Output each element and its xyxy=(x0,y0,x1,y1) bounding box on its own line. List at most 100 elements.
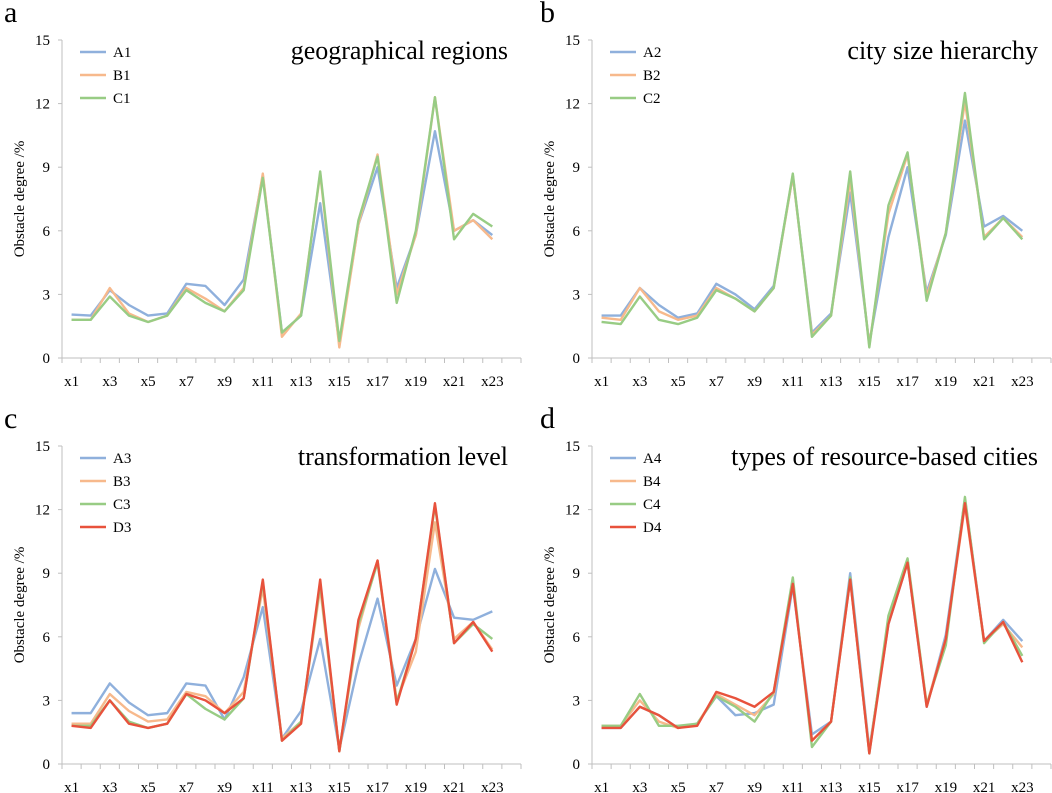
y-tick-label: 3 xyxy=(573,693,581,709)
x-tick-label: x13 xyxy=(820,374,843,390)
x-tick-label: x1 xyxy=(594,374,609,390)
y-tick-label: 0 xyxy=(573,351,581,367)
x-tick-label: x19 xyxy=(935,374,958,390)
legend-label: A3 xyxy=(113,451,131,467)
y-tick-label: 9 xyxy=(43,160,51,176)
x-tick-label: x11 xyxy=(252,374,274,390)
x-tick-label: x15 xyxy=(858,780,881,793)
y-tick-label: 3 xyxy=(43,287,51,303)
y-tick-label: 0 xyxy=(573,757,581,773)
y-tick-label: 6 xyxy=(573,630,581,646)
panel-letter: a xyxy=(4,0,17,29)
x-tick-label: x23 xyxy=(481,780,504,793)
legend-label: A2 xyxy=(643,45,661,61)
x-tick-label: x23 xyxy=(1011,780,1034,793)
series-line-A1 xyxy=(71,129,494,345)
y-tick-label: 15 xyxy=(565,33,580,49)
chart-panel-c: c transformation level Obstacle degree /% 0… xyxy=(4,402,522,793)
x-tick-label: x5 xyxy=(141,374,156,390)
series-line-C1 xyxy=(71,96,493,343)
panel-letter: d xyxy=(540,402,555,435)
chart-panel-b: b city size hierarchy Obstacle degree /% 0 3… xyxy=(540,0,1052,390)
chart-title: transformation level xyxy=(298,442,508,471)
x-tick-label: x7 xyxy=(709,374,725,390)
x-tick-label: x5 xyxy=(671,374,686,390)
series-line-D4 xyxy=(601,502,1024,755)
x-tick-label: x11 xyxy=(252,780,274,793)
legend-label: C4 xyxy=(643,497,661,513)
series-line-C2 xyxy=(601,91,1024,349)
legend-label: B4 xyxy=(643,474,661,490)
y-tick-label: 9 xyxy=(43,566,51,582)
x-tick-label: x7 xyxy=(709,780,725,793)
series-line-A3 xyxy=(71,567,493,751)
series-line-A2 xyxy=(601,119,1024,345)
y-tick-label: 9 xyxy=(573,160,581,176)
y-tick-label: 12 xyxy=(35,97,50,113)
y-tick-label: 0 xyxy=(43,757,51,773)
y-tick-label: 15 xyxy=(565,439,580,455)
panel-letter: c xyxy=(4,402,17,435)
series-line-C4 xyxy=(601,495,1024,755)
x-tick-label: x15 xyxy=(328,780,351,793)
legend-label: D4 xyxy=(643,520,662,536)
legend-label: B1 xyxy=(113,68,131,84)
series-line-D3 xyxy=(71,502,494,753)
x-tick-label: x21 xyxy=(443,780,466,793)
legend-label: C2 xyxy=(643,91,661,107)
x-tick-label: x3 xyxy=(632,374,647,390)
chart-panel-a: a geographical regions Obstacle degree /% 0… xyxy=(4,0,522,390)
x-tick-label: x11 xyxy=(782,374,804,390)
chart-title: geographical regions xyxy=(291,36,508,65)
y-tick-label: 12 xyxy=(35,503,50,519)
x-tick-label: x15 xyxy=(858,374,881,390)
x-tick-label: x5 xyxy=(671,780,686,793)
x-tick-label: x7 xyxy=(179,374,195,390)
y-tick-label: 12 xyxy=(565,503,580,519)
series-line-B3 xyxy=(71,521,494,753)
legend-label: C1 xyxy=(113,91,131,107)
y-tick-label: 15 xyxy=(35,33,50,49)
legend-label: D3 xyxy=(113,520,131,536)
x-tick-label: x1 xyxy=(64,374,79,390)
x-tick-label: x9 xyxy=(747,780,762,793)
x-tick-label: x11 xyxy=(782,780,804,793)
x-tick-label: x13 xyxy=(290,374,313,390)
y-axis-label: Obstacle degree /% xyxy=(12,547,28,664)
y-tick-label: 6 xyxy=(43,224,51,240)
x-tick-label: x9 xyxy=(217,780,232,793)
x-tick-label: x15 xyxy=(328,374,351,390)
x-tick-label: x3 xyxy=(102,780,117,793)
x-tick-label: x13 xyxy=(820,780,843,793)
chart-title: city size hierarchy xyxy=(847,36,1038,65)
x-tick-label: x13 xyxy=(290,780,313,793)
x-tick-label: x19 xyxy=(405,374,428,390)
x-tick-label: x17 xyxy=(896,374,919,390)
legend-label: B2 xyxy=(643,68,661,84)
chart-title: types of resource-based cities xyxy=(731,442,1038,471)
x-tick-label: x17 xyxy=(366,780,389,793)
y-tick-label: 6 xyxy=(43,630,51,646)
legend-label: C3 xyxy=(113,497,131,513)
x-tick-label: x9 xyxy=(217,374,232,390)
x-tick-label: x19 xyxy=(935,780,958,793)
x-tick-label: x21 xyxy=(443,374,466,390)
x-tick-label: x21 xyxy=(973,780,996,793)
y-axis-label: Obstacle degree /% xyxy=(542,547,558,664)
x-tick-label: x21 xyxy=(973,374,996,390)
y-tick-label: 3 xyxy=(573,287,581,303)
chart-panel-d: d types of resource-based cities Obstacle … xyxy=(540,402,1052,793)
y-axis-label: Obstacle degree /% xyxy=(12,141,28,258)
x-tick-label: x23 xyxy=(1011,374,1034,390)
legend-label: A1 xyxy=(113,45,131,61)
y-tick-label: 0 xyxy=(43,351,51,367)
y-axis-label: Obstacle degree /% xyxy=(542,141,558,258)
x-tick-label: x23 xyxy=(481,374,504,390)
legend-label: A4 xyxy=(643,451,662,467)
x-tick-label: x3 xyxy=(632,780,647,793)
panel-letter: b xyxy=(540,0,555,29)
x-tick-label: x5 xyxy=(141,780,156,793)
x-tick-label: x9 xyxy=(747,374,762,390)
x-tick-label: x17 xyxy=(366,374,389,390)
x-tick-label: x17 xyxy=(896,780,919,793)
